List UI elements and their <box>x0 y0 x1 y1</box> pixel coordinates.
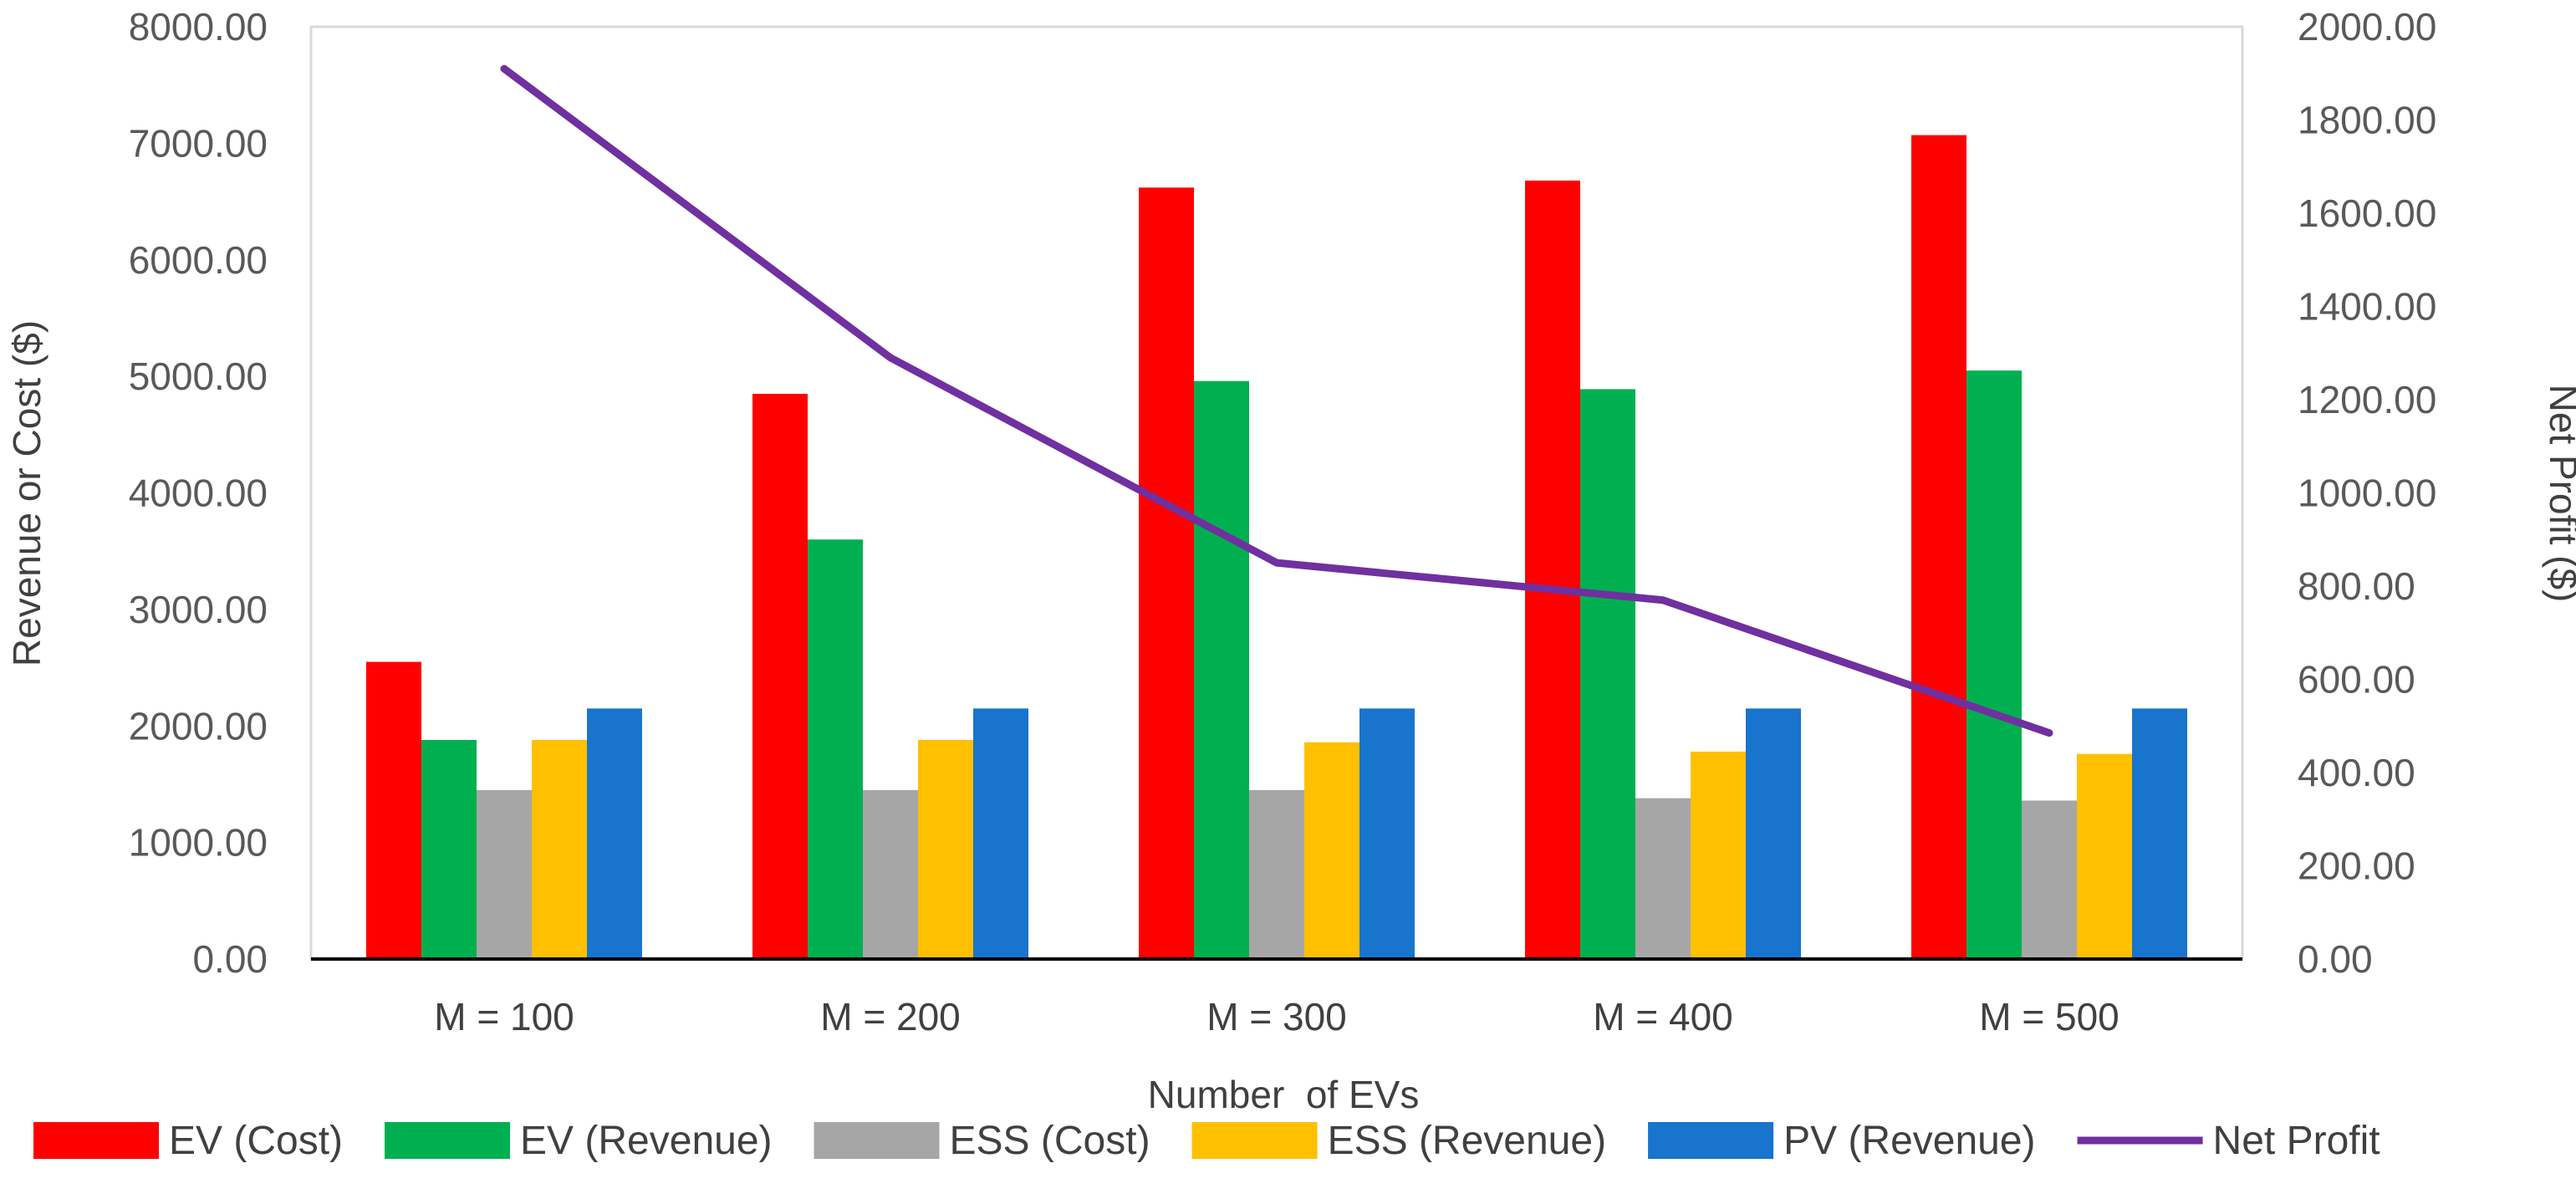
net-profit-point <box>1276 562 1278 564</box>
legend-item: EV (Cost) <box>33 1119 343 1163</box>
bar <box>1249 789 1304 959</box>
legend-item: PV (Revenue) <box>1648 1119 2036 1163</box>
bar <box>918 739 973 959</box>
y2-tick-label: 600.00 <box>2298 658 2415 702</box>
legend-label: Net Profit <box>2213 1119 2380 1163</box>
net-profit-line-layer <box>500 64 2053 737</box>
x-category-label: M = 400 <box>1593 995 1733 1038</box>
bar <box>1194 380 1249 959</box>
bar <box>752 394 808 959</box>
legend-swatch <box>1648 1122 1774 1159</box>
y-tick-label: 0.00 <box>192 937 268 981</box>
bar <box>2077 753 2132 959</box>
net-profit-line <box>500 64 2053 737</box>
bar <box>1525 180 1580 960</box>
y2-tick-label: 0.00 <box>2298 937 2373 981</box>
bar <box>421 739 477 959</box>
y2-tick-label: 2000.00 <box>2298 5 2436 48</box>
y-tick-label: 3000.00 <box>129 588 268 631</box>
bar <box>1911 135 1966 959</box>
y2-axis-ticks: 0.00 200.00 400.00 600.00 800.00 1000.00 1200.… <box>2298 5 2436 981</box>
legend-item: ESS (Revenue) <box>1191 1119 1607 1163</box>
y-tick-label: 7000.00 <box>129 121 268 165</box>
y2-tick-label: 1200.00 <box>2298 378 2436 421</box>
y2-tick-label: 1400.00 <box>2298 285 2436 329</box>
legend-label: EV (Revenue) <box>520 1119 772 1163</box>
x-category-label: M = 200 <box>820 995 961 1038</box>
y2-tick-label: 1600.00 <box>2298 191 2436 235</box>
bar <box>1966 370 2022 959</box>
y-tick-label: 1000.00 <box>129 821 268 865</box>
y-tick-label: 5000.00 <box>129 355 268 398</box>
y-tick-label: 4000.00 <box>129 472 268 515</box>
y-axis-ticks: 0.00 1000.00 2000.00 3000.00 4000.00 5000.00 6… <box>129 5 268 981</box>
legend-item: ESS (Cost) <box>814 1119 1150 1163</box>
net-profit-point <box>2048 732 2050 734</box>
y2-tick-label: 200.00 <box>2298 844 2415 888</box>
legend-label: PV (Revenue) <box>1783 1119 2035 1163</box>
y-tick-label: 8000.00 <box>129 5 268 48</box>
x-category-label: M = 300 <box>1206 995 1347 1038</box>
bar <box>1139 187 1194 959</box>
y2-tick-label: 400.00 <box>2298 751 2415 794</box>
bar <box>2132 708 2187 959</box>
legend: EV (Cost) EV (Revenue) ESS (Cost) ESS (Reve… <box>33 1119 2380 1163</box>
legend-item: Net Profit <box>2077 1119 2380 1163</box>
legend-swatch <box>33 1122 159 1159</box>
legend-label: ESS (Revenue) <box>1328 1119 1607 1163</box>
y2-tick-label: 1000.00 <box>2298 472 2436 515</box>
x-axis-title: Number of EVs <box>1148 1073 1420 1116</box>
y2-tick-label: 800.00 <box>2298 564 2415 608</box>
legend-swatch <box>814 1122 940 1159</box>
bar <box>1691 751 1746 959</box>
bar <box>587 708 642 959</box>
bar <box>1580 389 1635 959</box>
y-tick-label: 2000.00 <box>129 704 268 747</box>
y-axis-title: Revenue or Cost ($) <box>5 320 48 666</box>
legend-label: EV (Cost) <box>169 1119 343 1163</box>
bar <box>1304 742 1359 959</box>
bar <box>366 661 421 959</box>
bars-layer <box>366 135 2187 960</box>
bar <box>808 539 863 959</box>
x-axis-categories: M = 100 M = 200 M = 300 M = 400 M = 500 <box>434 995 2119 1038</box>
bar <box>477 789 532 959</box>
bar <box>532 739 587 959</box>
legend-swatch <box>1191 1122 1318 1159</box>
net-profit-point <box>890 357 891 359</box>
legend-label: ESS (Cost) <box>950 1119 1150 1163</box>
x-category-label: M = 100 <box>434 995 574 1038</box>
bar <box>2022 800 2077 959</box>
bar <box>1746 708 1801 959</box>
legend-item: EV (Revenue) <box>385 1119 773 1163</box>
y-tick-label: 6000.00 <box>129 238 268 282</box>
bar <box>973 708 1028 959</box>
y2-tick-label: 1800.00 <box>2298 99 2436 142</box>
x-category-label: M = 500 <box>1979 995 2119 1038</box>
bar <box>1635 798 1691 959</box>
bar <box>1359 708 1415 959</box>
y2-axis-title: Net Profit ($) <box>2542 385 2576 603</box>
bar <box>863 789 918 959</box>
legend-swatch <box>385 1122 511 1159</box>
